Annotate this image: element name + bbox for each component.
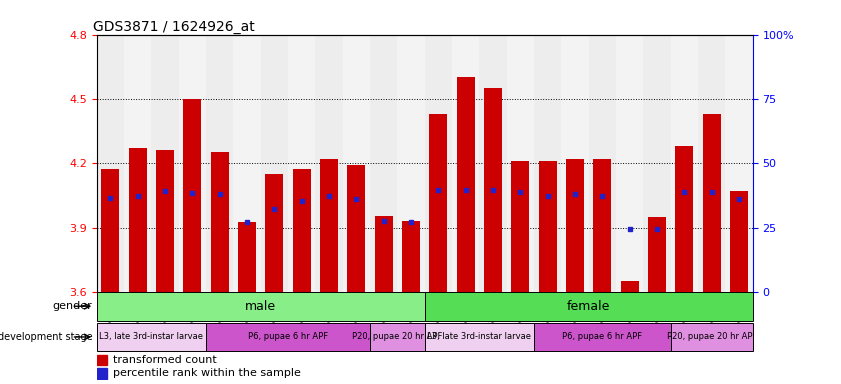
Bar (670, 323, 753, 351)
Bar (233, 35, 261, 292)
Text: female: female (567, 300, 611, 313)
Bar (293, 169, 310, 292)
Bar (315, 35, 342, 292)
Text: P6, pupae 6 hr APF: P6, pupae 6 hr APF (248, 333, 328, 341)
Bar (534, 35, 561, 292)
Bar (616, 35, 643, 292)
Bar (539, 161, 557, 292)
Bar (151, 35, 178, 292)
Text: P6, pupae 6 hr APF: P6, pupae 6 hr APF (563, 333, 643, 341)
Text: L3, late 3rd-instar larvae: L3, late 3rd-instar larvae (427, 333, 532, 341)
Text: gender: gender (53, 301, 93, 311)
Bar (206, 323, 370, 351)
Text: P20, pupae 20 hr APF: P20, pupae 20 hr APF (352, 333, 442, 341)
Bar (594, 159, 611, 292)
Bar (457, 78, 474, 292)
Bar (670, 35, 698, 292)
Bar (370, 35, 397, 292)
Bar (102, 169, 119, 292)
Bar (178, 35, 206, 292)
Bar (129, 148, 146, 292)
Bar (506, 35, 534, 292)
Bar (97, 35, 124, 292)
Bar (566, 159, 584, 292)
Text: development stage: development stage (0, 332, 93, 342)
Bar (375, 216, 393, 292)
Bar (643, 35, 670, 292)
Bar (561, 35, 589, 292)
Bar (621, 281, 638, 292)
Bar (425, 323, 534, 351)
Bar (675, 146, 693, 292)
Bar (266, 174, 283, 292)
Bar (320, 159, 338, 292)
Bar (648, 217, 666, 292)
Bar (425, 292, 753, 321)
Bar (124, 35, 151, 292)
Bar (156, 151, 174, 292)
Bar (452, 35, 479, 292)
Text: transformed count: transformed count (113, 355, 217, 365)
Bar (511, 161, 529, 292)
Bar (347, 166, 365, 292)
Bar (703, 114, 721, 292)
Bar (97, 368, 107, 379)
Bar (534, 323, 670, 351)
Bar (97, 292, 425, 321)
Bar (97, 323, 206, 351)
Bar (183, 99, 201, 292)
Bar (97, 355, 107, 366)
Bar (425, 35, 452, 292)
Bar (484, 88, 502, 292)
Bar (725, 35, 753, 292)
Bar (479, 35, 506, 292)
Bar (288, 35, 315, 292)
Bar (402, 221, 420, 292)
Bar (430, 114, 447, 292)
Text: GDS3871 / 1624926_at: GDS3871 / 1624926_at (93, 20, 255, 33)
Bar (238, 222, 256, 292)
Bar (261, 35, 288, 292)
Text: percentile rank within the sample: percentile rank within the sample (113, 368, 301, 379)
Bar (589, 35, 616, 292)
Bar (698, 35, 725, 292)
Bar (342, 35, 370, 292)
Bar (730, 191, 748, 292)
Text: L3, late 3rd-instar larvae: L3, late 3rd-instar larvae (99, 333, 204, 341)
Text: male: male (245, 300, 277, 313)
Bar (211, 152, 229, 292)
Text: P20, pupae 20 hr APF: P20, pupae 20 hr APF (667, 333, 757, 341)
Bar (206, 35, 233, 292)
Bar (397, 35, 425, 292)
Bar (370, 323, 425, 351)
